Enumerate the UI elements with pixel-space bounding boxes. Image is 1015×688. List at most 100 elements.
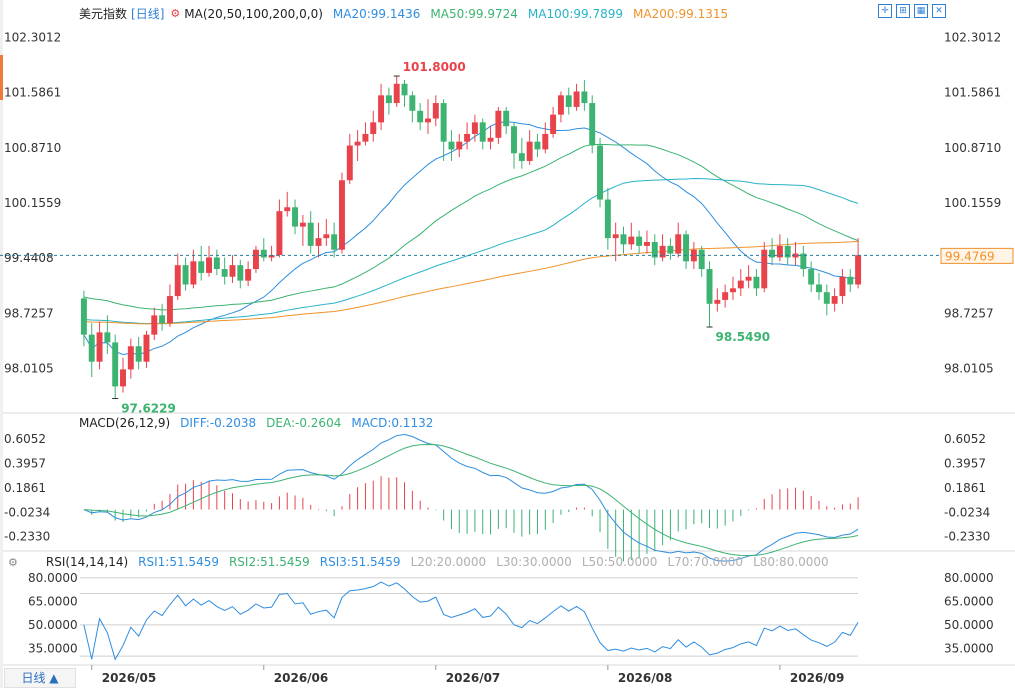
candle-body	[722, 292, 729, 300]
candle-body	[323, 234, 330, 239]
candle-body	[792, 253, 799, 258]
ma50-value: MA50:99.9724	[430, 6, 518, 21]
candle-body	[268, 255, 275, 258]
candle-body	[284, 207, 291, 212]
candle-body	[518, 153, 525, 161]
candle-body	[338, 180, 345, 250]
candle-body	[252, 249, 259, 270]
candle-body	[589, 103, 596, 146]
candle-body	[370, 122, 377, 134]
candle-body	[385, 95, 392, 104]
candle-body	[221, 269, 228, 277]
candle-body	[855, 255, 862, 285]
candle-body	[417, 110, 424, 123]
macd-label: MACD(26,12,9)	[79, 416, 171, 430]
rsi-y-tick-left: 65.0000	[28, 594, 78, 608]
candle-body	[534, 141, 541, 150]
indicator-icon[interactable]: ▦	[914, 4, 928, 18]
rsi-y-tick-right: 80.0000	[944, 571, 994, 585]
candle-body	[511, 126, 517, 154]
candle-body	[503, 110, 510, 127]
candle-body	[425, 118, 431, 123]
candle-body	[440, 103, 447, 142]
macd-dea-line	[83, 444, 859, 557]
candle-body	[307, 222, 314, 246]
candle-body	[823, 292, 830, 304]
candle-body	[706, 269, 713, 304]
close-icon[interactable]: ✕	[932, 4, 946, 18]
rsi3-value: RSI3:51.5459	[319, 555, 401, 569]
candle-body	[96, 332, 103, 362]
candle-body	[816, 284, 822, 293]
candle-body	[690, 249, 697, 262]
macd-y-tick-left: 0.3957	[4, 456, 46, 470]
candle-body	[659, 245, 666, 258]
candle-body	[698, 249, 705, 270]
candle-body	[190, 261, 197, 285]
x-tick-label: 2026/08	[618, 671, 672, 685]
macd-y-tick-left: -0.2330	[4, 530, 50, 544]
candle-body	[315, 238, 322, 246]
rsi-l80-value: L80:80.0000	[753, 555, 829, 569]
rsi-l70-value: L70:70.0000	[667, 555, 744, 569]
rsi-y-tick-right: 50.0000	[944, 618, 994, 632]
extreme-label: 97.6229	[121, 402, 176, 416]
candle-body	[573, 91, 580, 107]
rsi-line	[83, 581, 859, 661]
x-tick-label: 2026/06	[274, 671, 328, 685]
candle-body	[745, 276, 752, 281]
candle-body	[784, 245, 791, 258]
candle-body	[471, 122, 478, 134]
candle-body	[166, 296, 173, 324]
candle-body	[714, 299, 721, 304]
candle-body	[800, 253, 807, 270]
macd-y-tick-left: -0.0234	[4, 505, 50, 519]
compare-icon[interactable]: ⊞	[896, 4, 910, 18]
candle-body	[675, 234, 682, 254]
candle-body	[260, 249, 267, 258]
crosshair-icon[interactable]: ✛	[878, 4, 892, 18]
settings-icon[interactable]: ⚙	[8, 555, 18, 569]
x-tick-label: 2026/05	[102, 671, 156, 685]
macd-header: MACD(26,12,9) DIFF:-0.2038 DEA:-0.2604 M…	[79, 416, 433, 430]
ma20-value: MA20:99.1436	[332, 6, 421, 21]
candle-body	[612, 234, 619, 239]
price-y-tick-left: 100.8710	[4, 141, 61, 155]
candle-body	[753, 276, 760, 289]
candle-body	[550, 114, 557, 134]
candle-body	[847, 276, 854, 285]
candle-body	[769, 249, 776, 258]
price-y-tick-right: 100.8710	[944, 141, 1001, 155]
candle-body	[245, 269, 252, 281]
candle-body	[737, 280, 744, 289]
candle-body	[182, 265, 189, 285]
candle-body	[839, 276, 846, 297]
period-selector-button[interactable]: 日线 ▲	[4, 668, 76, 688]
price-y-tick-left: 98.7257	[4, 306, 54, 320]
candle-body	[448, 141, 455, 150]
macd-y-tick-right: -0.2330	[944, 530, 990, 544]
rsi-y-tick-right: 65.0000	[944, 594, 994, 608]
candle-body	[393, 83, 400, 104]
left-edge-marker	[0, 55, 3, 100]
gear-circle-icon[interactable]: ⚙	[170, 7, 181, 20]
macd-diff-line	[83, 434, 859, 562]
rsi-header: ⚙ RSI(14,14,14) RSI1:51.5459 RSI2:51.545…	[8, 555, 829, 569]
toolbar: ✛ ⊞ ▦ ✕	[878, 4, 946, 18]
candle-body	[346, 145, 353, 181]
left-edge	[0, 0, 3, 688]
rsi-y-tick-left: 80.0000	[28, 571, 78, 585]
candle-body	[526, 141, 533, 161]
ma-label: MA(20,50,100,200,0,0)	[184, 6, 323, 21]
macd-hist-value: MACD:0.1132	[351, 416, 434, 430]
candle-body	[776, 245, 783, 258]
candle-body	[729, 288, 736, 293]
last-price-box	[940, 247, 1014, 264]
candle-body	[808, 269, 815, 285]
ma100-value: MA100:99.7899	[527, 6, 624, 21]
rsi-y-tick-left: 50.0000	[28, 618, 78, 632]
rsi1-value: RSI1:51.5459	[138, 555, 219, 569]
candle-body	[487, 137, 494, 142]
candle-body	[643, 242, 650, 246]
